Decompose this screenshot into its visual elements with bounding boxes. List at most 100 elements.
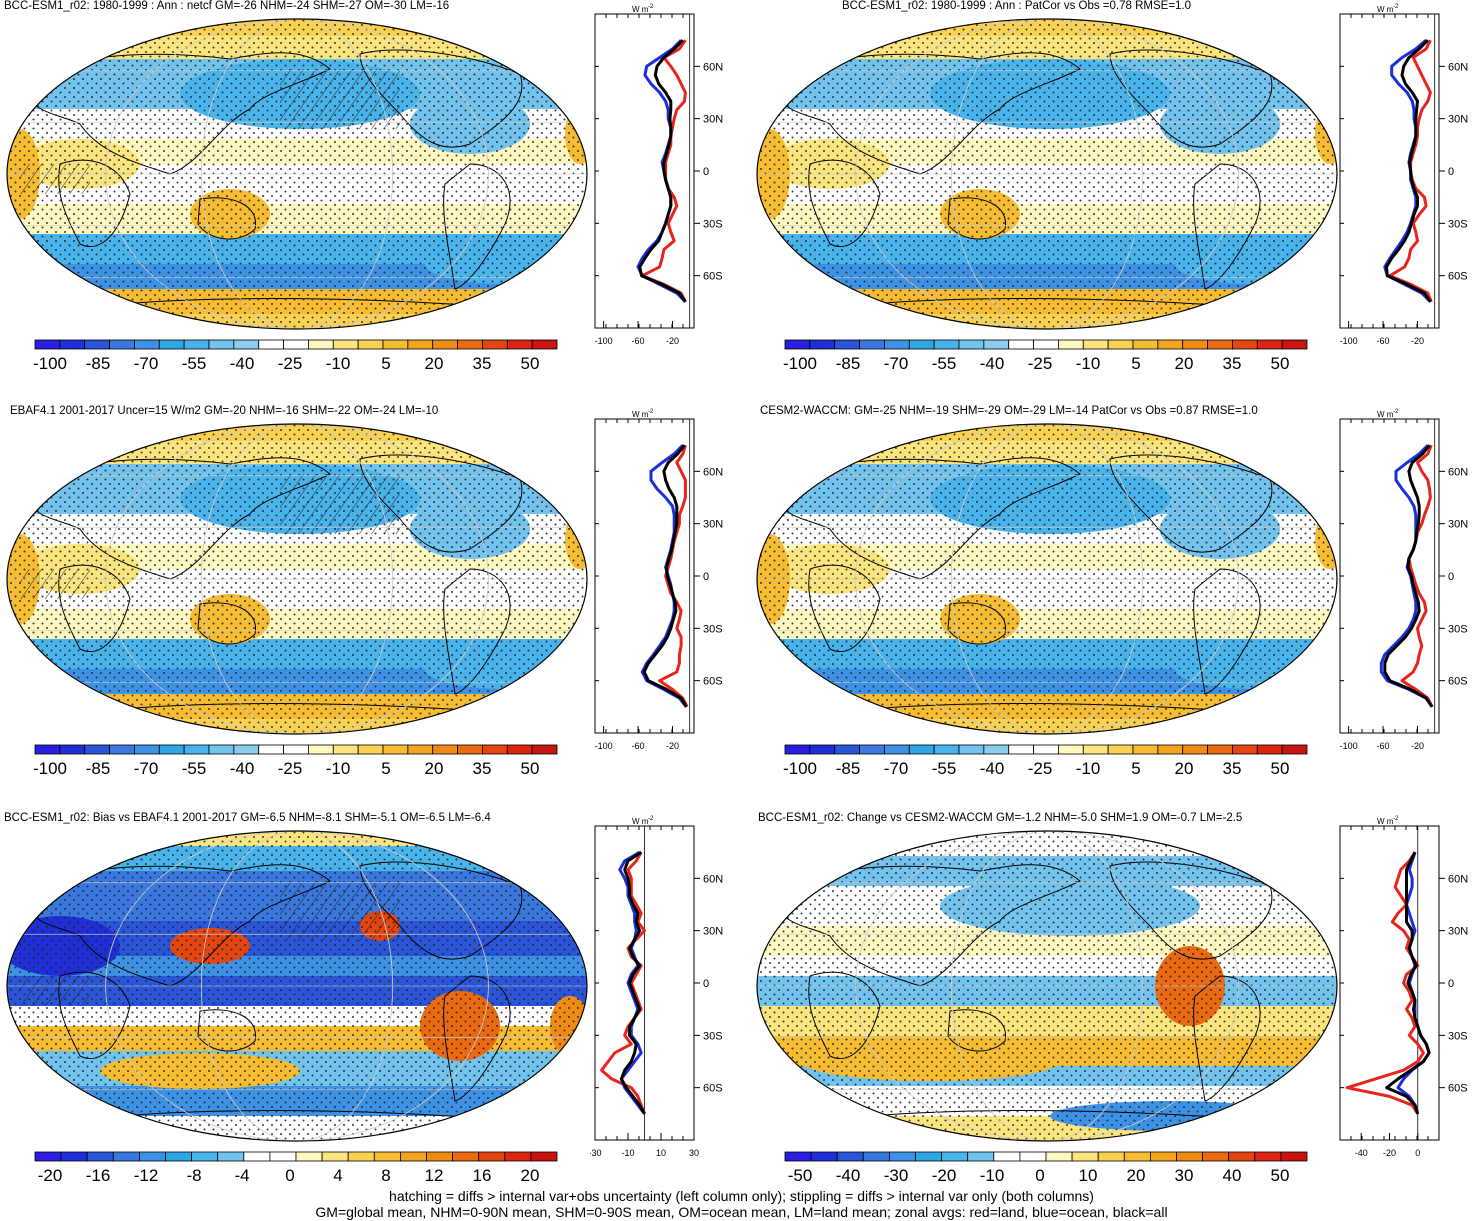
colorbar-swatch xyxy=(884,744,910,755)
colorbar-tick-label: 5 xyxy=(1131,354,1140,372)
colorbar-swatch xyxy=(208,744,235,755)
colorbar-tick-label: -85 xyxy=(86,759,111,777)
colorbar-swatch xyxy=(1149,1151,1177,1162)
colorbar-swatch xyxy=(158,339,185,350)
colorbar-swatch xyxy=(1232,339,1258,350)
zonal-line-all xyxy=(638,39,687,303)
colorbar-swatch xyxy=(531,339,558,350)
colorbar-swatch xyxy=(1256,339,1283,350)
colorbar-swatch xyxy=(784,744,811,755)
zonal-average-plot: W m-2 60N 30N 0 30S 60S -30 -10 10 30 xyxy=(590,816,723,1158)
colorbar-tick-label: -4 xyxy=(234,1166,249,1184)
colorbar-swatch xyxy=(862,1151,890,1162)
zonal-lat-tick-label: 30S xyxy=(1448,218,1468,230)
colorbar-tick-label: -100 xyxy=(33,354,67,372)
colorbar-swatch xyxy=(1254,1151,1282,1162)
zonal-lat-tick-label: 30N xyxy=(703,926,723,938)
zonal-line-ocean xyxy=(618,850,646,1115)
colorbar-swatch xyxy=(59,339,86,350)
zonal-lat-tick-label: 60N xyxy=(1448,466,1468,478)
zonal-unit-label: W m xyxy=(1377,410,1394,419)
zonal-line-all xyxy=(642,444,688,708)
colorbar-tick-label: -40 xyxy=(980,759,1005,777)
colorbar-swatch xyxy=(233,744,260,755)
zonal-average-plot: W m -2 60N 30N 0 30S 60S -100 -60 -20 xyxy=(594,409,723,751)
zonal-x-tick-label: -10 xyxy=(621,1148,634,1158)
zonal-lat-tick-label: 30N xyxy=(703,114,723,126)
colorbar-swatch xyxy=(59,744,86,755)
zonal-x-tick-label: -20 xyxy=(1411,741,1424,751)
colorbar: -20 -16 -12 -8 -4 0 4 8 12 16 20 xyxy=(34,1151,558,1184)
colorbar-swatch xyxy=(1033,339,1059,350)
colorbar-tick-label: -85 xyxy=(836,759,861,777)
colorbar-swatch xyxy=(332,339,359,350)
colorbar-tick-label: 5 xyxy=(1131,759,1140,777)
colorbar-swatch xyxy=(1107,744,1134,755)
colorbar-tick-label: 35 xyxy=(473,759,492,777)
zonal-x-tick-label: -30 xyxy=(590,1148,602,1158)
zonal-lat-tick-label: 60S xyxy=(703,1083,723,1095)
colorbar-swatch xyxy=(452,1151,480,1162)
map-plot xyxy=(6,18,588,330)
colorbar-swatch xyxy=(382,744,409,755)
colorbar-tick-label: 50 xyxy=(1271,1166,1290,1184)
zonal-lat-tick-label: 0 xyxy=(703,166,709,178)
zonal-unit-label: W m xyxy=(632,5,649,14)
colorbar-tick-label: 40 xyxy=(1223,1166,1242,1184)
zonal-lat-tick-label: 60N xyxy=(703,873,723,885)
colorbar-swatch xyxy=(1202,1151,1230,1162)
panel-bias-vs-ebaf: BCC-ESM1_r02: Bias vs EBAF4.1 2001-2017 … xyxy=(0,812,741,1217)
colorbar-tick-label: 35 xyxy=(1223,354,1242,372)
colorbar-tick-label: -10 xyxy=(1076,354,1101,372)
colorbar-tick-label: -25 xyxy=(278,354,303,372)
colorbar-tick-label: 20 xyxy=(425,759,444,777)
colorbar-swatch xyxy=(958,744,985,755)
colorbar-tick-label: -10 xyxy=(1076,759,1101,777)
zonal-line-all xyxy=(1383,444,1434,708)
colorbar-swatch xyxy=(1132,744,1159,755)
zonal-line-land xyxy=(1400,444,1434,708)
colorbar-swatch xyxy=(967,1151,995,1162)
colorbar: -100 -85 -70 -55 -40 -25 -10 5 20 35 50 xyxy=(783,744,1308,777)
zonal-line-ocean xyxy=(1379,444,1434,708)
zonal-line-land xyxy=(658,444,689,708)
zonal-average-plot: W m -2 60N 30N 0 30S 60S -40 -20 0 xyxy=(1339,816,1468,1158)
figure-caption: hatching = diffs > internal var+obs unce… xyxy=(0,1188,1483,1220)
colorbar-swatch xyxy=(34,339,61,350)
zonal-unit-exponent: -2 xyxy=(648,4,654,10)
colorbar-swatch xyxy=(134,744,160,755)
colorbar-swatch xyxy=(1281,744,1308,755)
caption-line-hatching: hatching = diffs > internal var+obs unce… xyxy=(389,1188,1094,1204)
colorbar-swatch xyxy=(1281,339,1308,350)
colorbar-swatch xyxy=(915,1151,943,1162)
zonal-x-tick-label: 0 xyxy=(1415,1148,1420,1158)
colorbar: -100 -85 -70 -55 -40 -25 -10 5 20 35 50 xyxy=(33,339,558,372)
colorbar-swatch xyxy=(504,1151,532,1162)
panel-bcc-patcor: BCC-ESM1_r02: 1980-1999 : Ann : PatCor v… xyxy=(750,0,1483,405)
colorbar-swatch xyxy=(1228,1151,1256,1162)
colorbar-swatch xyxy=(506,744,533,755)
colorbar: -50 -40 -30 -20 -10 0 10 20 30 40 50 xyxy=(784,1151,1308,1184)
colorbar-tick-label: -30 xyxy=(884,1166,909,1184)
colorbar-swatch xyxy=(208,339,235,350)
zonal-line-land xyxy=(640,39,687,303)
colorbar-tick-label: 20 xyxy=(1127,1166,1146,1184)
colorbar-tick-label: -25 xyxy=(1028,354,1053,372)
colorbar-swatch xyxy=(258,339,284,350)
colorbar-tick-label: -85 xyxy=(86,354,111,372)
colorbar-swatch xyxy=(859,339,885,350)
colorbar-swatch xyxy=(784,1151,812,1162)
colorbar-tick-label: -10 xyxy=(326,354,351,372)
colorbar-tick-label: -70 xyxy=(134,354,159,372)
colorbar-swatch xyxy=(283,744,309,755)
colorbar-swatch xyxy=(983,339,1010,350)
colorbar-tick-label: -70 xyxy=(884,759,909,777)
panel-cesm2-waccm: CESM2-WACCM: GM=-25 NHM=-19 SHM=-29 OM=-… xyxy=(750,405,1483,810)
colorbar-swatch xyxy=(478,1151,506,1162)
colorbar-swatch xyxy=(112,1151,140,1162)
zonal-lat-tick-label: 60S xyxy=(1448,271,1468,283)
colorbar-swatch xyxy=(941,1151,969,1162)
colorbar-swatch xyxy=(217,1151,245,1162)
colorbar-tick-label: 12 xyxy=(425,1166,444,1184)
zonal-unit-label: W m xyxy=(1377,817,1394,826)
